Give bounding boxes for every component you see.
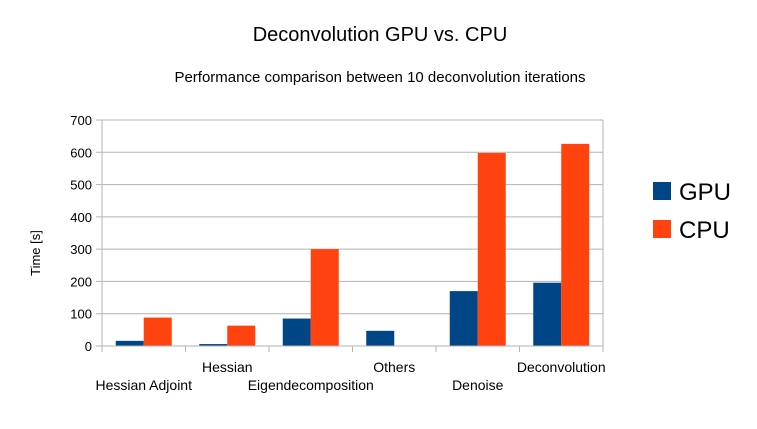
bar-cpu: [143, 317, 172, 346]
x-tick-label: Hessian: [202, 359, 253, 375]
bar-cpu: [310, 249, 339, 346]
legend-swatch-cpu: [653, 220, 671, 238]
x-tick-label: Hessian Adjoint: [95, 377, 192, 393]
x-tick-label: Denoise: [452, 377, 504, 393]
chart-subtitle: Performance comparison between 10 deconv…: [174, 69, 585, 86]
x-tick-label: Others: [373, 359, 415, 375]
bar-cpu: [561, 143, 590, 346]
y-tick-label: 300: [70, 242, 92, 257]
bar-gpu: [282, 318, 311, 346]
x-tick-label: Eigendecomposition: [248, 377, 374, 393]
y-tick-label: 400: [70, 210, 92, 225]
bar-gpu: [449, 291, 478, 346]
bar-gpu: [533, 282, 562, 346]
chart-title: Deconvolution GPU vs. CPU: [253, 24, 508, 46]
y-tick-label: 0: [85, 339, 92, 354]
bar-cpu: [227, 325, 256, 346]
bar-gpu: [199, 344, 228, 346]
bar-gpu: [366, 330, 395, 346]
y-tick-label: 100: [70, 307, 92, 322]
bar-gpu: [115, 340, 144, 346]
bar-cpu: [477, 152, 506, 346]
legend-label-gpu: GPU: [679, 179, 731, 206]
y-tick-label: 700: [70, 113, 92, 128]
legend-label-cpu: CPU: [679, 217, 730, 244]
y-axis-label: Time [s]: [28, 230, 43, 276]
legend-swatch-gpu: [653, 182, 671, 200]
y-tick-label: 600: [70, 145, 92, 160]
x-tick-label: Deconvolution: [517, 359, 606, 375]
y-tick-label: 500: [70, 178, 92, 193]
y-tick-label: 200: [70, 274, 92, 289]
